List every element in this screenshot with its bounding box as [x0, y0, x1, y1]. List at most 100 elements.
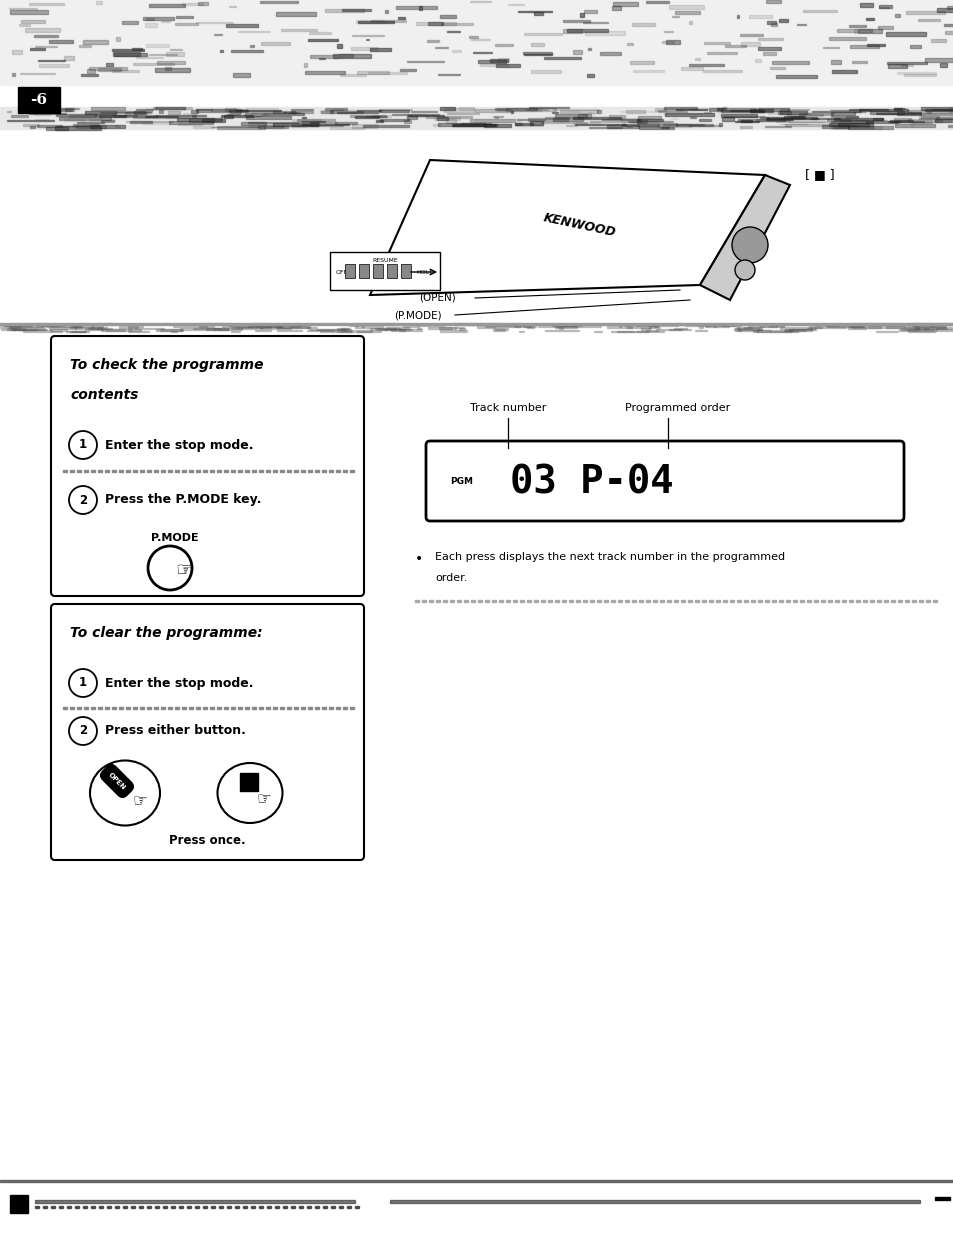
Bar: [756, 330, 790, 332]
Bar: [902, 327, 918, 329]
Bar: [859, 4, 872, 7]
Text: Programmed order: Programmed order: [624, 403, 729, 412]
Bar: [855, 600, 859, 601]
Bar: [848, 600, 852, 601]
Bar: [370, 329, 396, 330]
Bar: [273, 124, 317, 126]
Bar: [493, 329, 504, 331]
Bar: [760, 325, 783, 326]
Bar: [559, 110, 598, 114]
Bar: [18, 86, 60, 112]
Bar: [440, 107, 455, 110]
Bar: [99, 1207, 103, 1208]
Bar: [740, 126, 751, 128]
Bar: [757, 47, 780, 51]
Bar: [267, 1207, 271, 1208]
Bar: [932, 600, 936, 601]
Bar: [112, 70, 138, 73]
Text: HOLD: HOLD: [416, 269, 435, 274]
Bar: [845, 116, 857, 117]
Bar: [465, 324, 481, 325]
Bar: [469, 119, 515, 122]
Bar: [134, 111, 145, 114]
Bar: [789, 329, 816, 330]
Bar: [523, 52, 551, 53]
Bar: [55, 324, 75, 325]
Bar: [289, 324, 298, 325]
Bar: [764, 600, 768, 601]
Bar: [155, 68, 190, 72]
Bar: [848, 325, 863, 327]
Text: ☞: ☞: [175, 561, 193, 579]
Text: 03 P-04: 03 P-04: [510, 463, 673, 501]
Bar: [248, 121, 299, 124]
Bar: [720, 114, 756, 117]
Bar: [609, 115, 624, 119]
Bar: [399, 69, 416, 72]
Bar: [59, 117, 102, 119]
Bar: [361, 326, 364, 327]
Bar: [636, 325, 657, 326]
Text: Enter the stop mode.: Enter the stop mode.: [105, 677, 253, 689]
Bar: [453, 124, 495, 126]
Bar: [815, 325, 820, 326]
Bar: [875, 112, 920, 114]
Bar: [906, 329, 919, 330]
Bar: [0, 324, 953, 325]
Bar: [688, 125, 720, 126]
Bar: [8, 329, 25, 330]
Bar: [666, 600, 670, 601]
Bar: [924, 109, 953, 111]
Bar: [442, 600, 447, 601]
Text: Track number: Track number: [470, 403, 546, 412]
Bar: [497, 109, 540, 111]
Bar: [587, 48, 591, 49]
Bar: [231, 327, 256, 329]
Bar: [330, 110, 333, 112]
Bar: [452, 51, 460, 52]
Bar: [114, 53, 147, 56]
Bar: [780, 111, 806, 115]
Bar: [262, 114, 304, 115]
Bar: [865, 121, 898, 122]
Bar: [19, 25, 30, 26]
Bar: [946, 5, 953, 10]
Bar: [128, 325, 143, 327]
Bar: [534, 600, 537, 601]
Bar: [665, 41, 679, 43]
Bar: [56, 114, 97, 116]
Bar: [765, 119, 793, 120]
Bar: [168, 471, 172, 472]
Bar: [46, 126, 69, 130]
Bar: [350, 471, 354, 472]
Bar: [333, 54, 371, 58]
Bar: [749, 109, 772, 112]
Bar: [833, 127, 873, 128]
Bar: [99, 115, 126, 117]
Bar: [626, 327, 659, 329]
Bar: [180, 329, 215, 330]
Circle shape: [69, 431, 97, 459]
Bar: [36, 324, 65, 326]
Bar: [558, 329, 563, 330]
Bar: [917, 19, 939, 21]
Bar: [734, 330, 740, 331]
Bar: [765, 21, 775, 25]
Bar: [0, 107, 953, 128]
Bar: [418, 6, 421, 10]
Bar: [147, 706, 151, 709]
Bar: [219, 1207, 223, 1208]
Bar: [105, 706, 109, 709]
Bar: [884, 32, 925, 36]
Bar: [832, 125, 856, 126]
Bar: [575, 124, 626, 125]
Bar: [525, 109, 547, 110]
Bar: [163, 1207, 167, 1208]
Bar: [688, 64, 723, 67]
Bar: [112, 115, 156, 117]
Bar: [64, 119, 84, 121]
Bar: [30, 2, 64, 5]
Bar: [323, 1207, 327, 1208]
Bar: [517, 119, 544, 120]
Bar: [398, 329, 404, 331]
